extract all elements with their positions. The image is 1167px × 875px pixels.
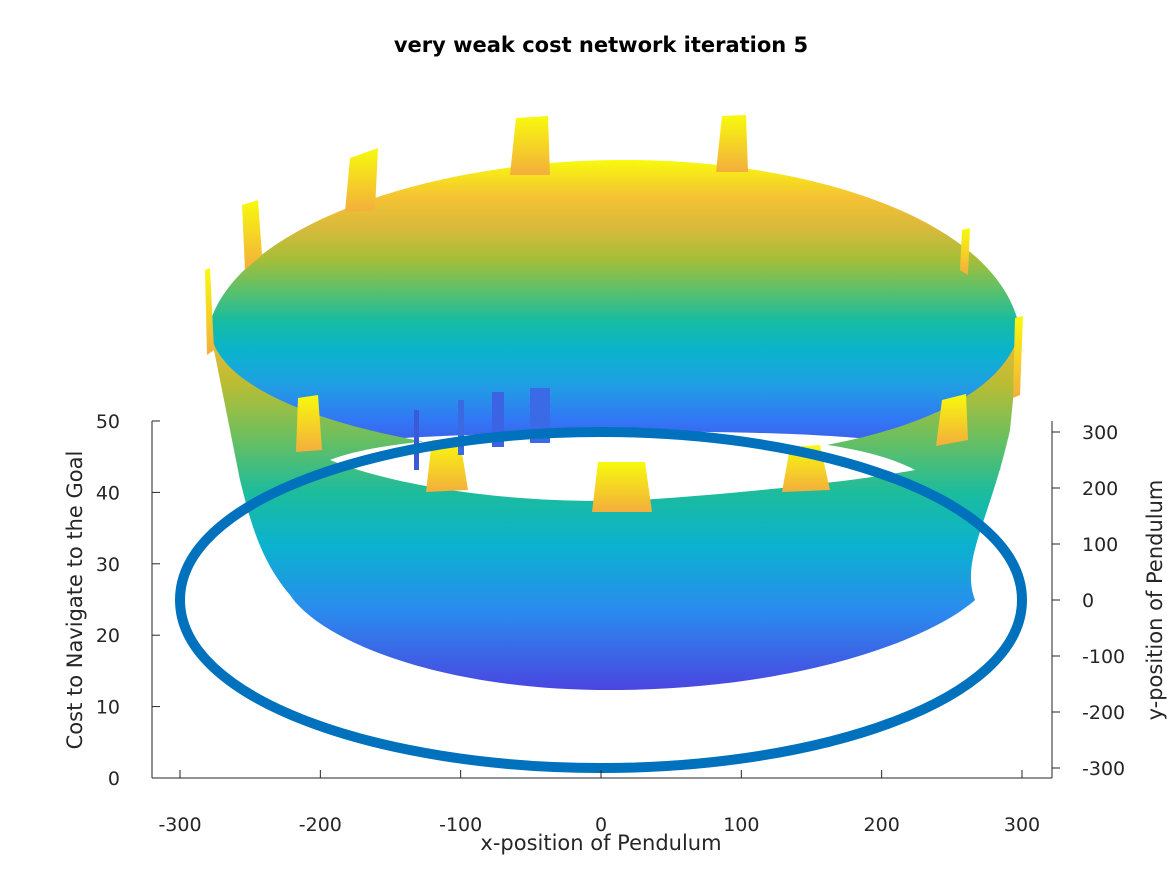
z-tick-label: 0	[108, 768, 120, 790]
y-axis: 300 200 100 0 -100 -200 -300 y-position of Pen…	[1051, 421, 1167, 780]
y-tick-label: 200	[1082, 478, 1118, 500]
y-tick-label: 100	[1082, 534, 1118, 556]
ring-front-arc	[175, 599, 1027, 774]
cost-surface	[205, 115, 1023, 691]
y-tick-label: -200	[1082, 702, 1125, 724]
x-tick-label: 200	[864, 814, 900, 836]
x-axis: -300 -200 -100 0 100 200 300 x-position of Pen…	[152, 770, 1052, 855]
x-tick-label: -100	[439, 814, 482, 836]
z-tick-label: 40	[96, 482, 120, 504]
z-tick-label: 10	[96, 697, 120, 719]
x-axis-label: x-position of Pendulum	[480, 831, 721, 855]
y-tick-label: 0	[1082, 590, 1094, 612]
x-tick-label: 300	[1004, 814, 1040, 836]
chart-title: very weak cost network iteration 5	[394, 33, 808, 57]
z-tick-label: 20	[96, 625, 120, 647]
y-tick-label: 300	[1082, 422, 1118, 444]
surface-spikes	[205, 115, 1023, 512]
z-axis-label: Cost to Navigate to the Goal	[63, 451, 87, 750]
y-tick-label: -100	[1082, 646, 1125, 668]
x-tick-label: 0	[595, 814, 607, 836]
ring-trajectory	[175, 426, 1027, 774]
x-tick-label: -300	[158, 814, 201, 836]
y-axis-label: y-position of Pendulum	[1143, 480, 1167, 721]
y-tick-label: -300	[1082, 758, 1125, 780]
z-axis: 50 40 30 20 10 0 Cost to Navigate to the Goal	[63, 411, 160, 790]
x-tick-label: -200	[299, 814, 342, 836]
surface-back-wall	[208, 159, 1020, 470]
x-tick-label: 100	[723, 814, 759, 836]
z-tick-label: 50	[96, 411, 120, 433]
z-tick-label: 30	[96, 554, 120, 576]
ring-back-arc	[175, 426, 1027, 601]
